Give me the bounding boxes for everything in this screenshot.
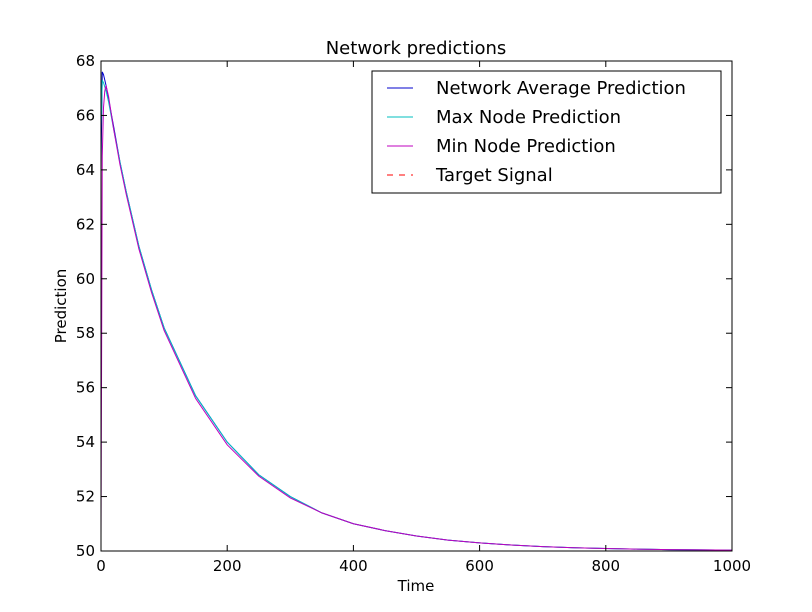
- tick-layer: 0 200 400 600 800 1000 50 52 54 56 58 60 62 64 66 68: [76, 52, 751, 575]
- x-tick-label: 400: [339, 557, 368, 575]
- y-tick-label: 52: [76, 488, 95, 506]
- x-tick-label: 200: [213, 557, 242, 575]
- legend-label-4: Target Signal: [435, 165, 553, 186]
- y-axis-label: Prediction: [52, 269, 70, 344]
- series-line-3: [100, 85, 733, 551]
- y-tick-label: 68: [76, 52, 95, 70]
- legend-label-3: Min Node Prediction: [436, 136, 616, 157]
- y-tick-label: 62: [76, 215, 95, 233]
- x-tick-label: 800: [591, 557, 620, 575]
- legend-label-2: Max Node Prediction: [436, 107, 621, 128]
- y-tick-label: 64: [76, 161, 95, 179]
- legend-label-1: Network Average Prediction: [436, 78, 686, 99]
- y-tick-label: 58: [76, 324, 95, 342]
- x-tick-label: 1000: [713, 557, 751, 575]
- x-axis-label: Time: [397, 577, 435, 595]
- y-tick-label: 66: [76, 106, 95, 124]
- plot-area-frame: [100, 60, 733, 552]
- legend: Network Average Prediction Max Node Predi…: [371, 70, 722, 194]
- y-tick-label: 50: [76, 542, 95, 560]
- y-tick-label: 56: [76, 379, 95, 397]
- x-tick-label: 600: [465, 557, 494, 575]
- legend-box: [371, 70, 722, 194]
- y-tick-label: 60: [76, 270, 95, 288]
- chart-title: Network predictions: [326, 38, 507, 59]
- x-tick-label: 0: [96, 557, 106, 575]
- y-tick-label: 54: [76, 433, 95, 451]
